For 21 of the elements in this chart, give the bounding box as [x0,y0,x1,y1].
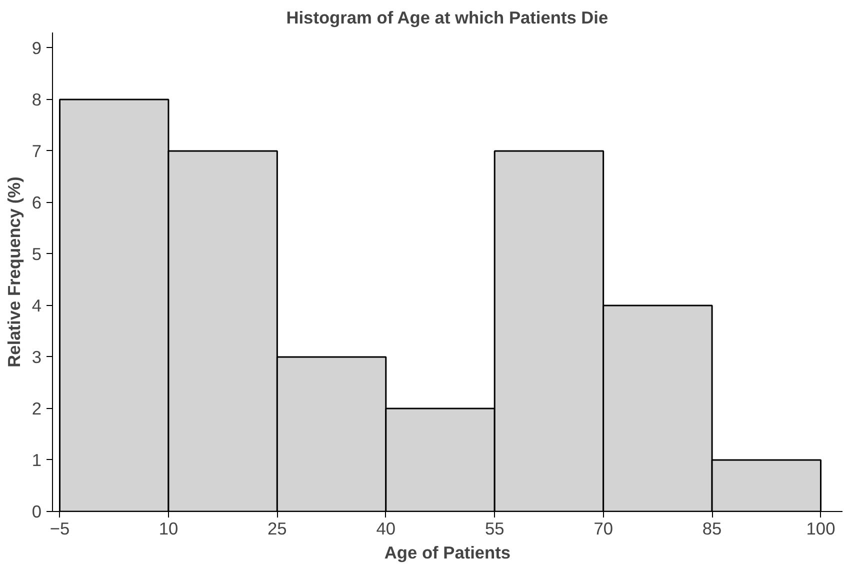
y-tick-label: 4 [32,295,42,316]
x-tick-label: 70 [594,518,613,538]
x-axis-title: Age of Patients [384,542,511,562]
y-tick-label: 9 [32,38,42,58]
y-tick-label: 0 [32,502,42,522]
x-tick-label: −5 [50,518,70,538]
y-tick-label: 5 [32,244,42,264]
chart-title: Histogram of Age at which Patients Die [286,8,608,28]
x-tick-label: 85 [702,518,722,538]
x-tick-label: 40 [376,518,396,538]
x-tick-label: 55 [484,518,504,538]
y-tick-label: 6 [32,192,42,212]
x-tick-label: 25 [268,518,287,538]
y-tick-label: 3 [32,346,42,367]
y-tick-label: 7 [32,140,42,161]
y-tick-label: 2 [32,398,42,418]
x-tick-label: 10 [158,518,178,538]
x-tick-label: 100 [806,518,836,538]
y-tick-label: 1 [32,450,42,470]
y-axis-title: Relative Frequency (%) [4,176,24,368]
y-tick-label: 8 [32,89,42,110]
